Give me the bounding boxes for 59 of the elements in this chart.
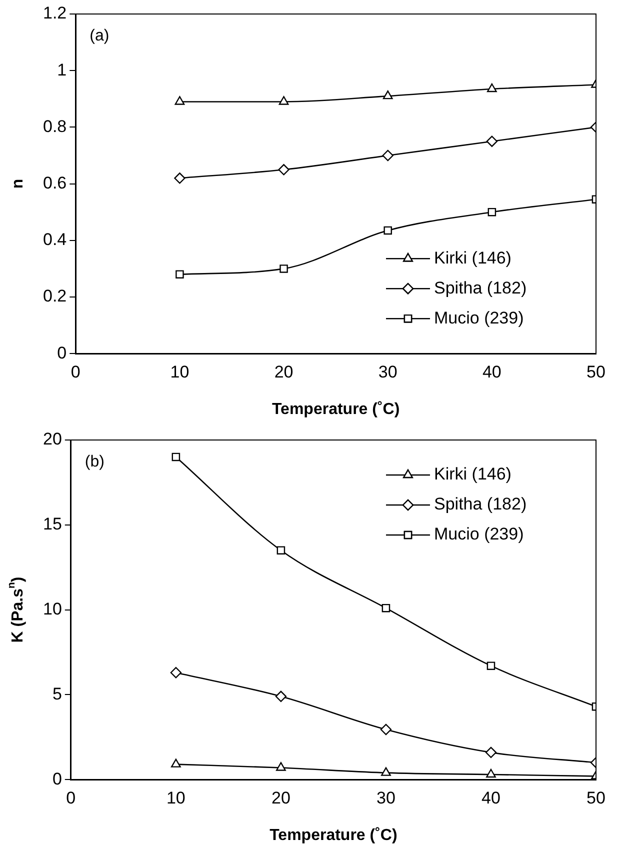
y-tick-label: 0.4: [42, 230, 67, 250]
legend-label: Mucio (239): [434, 524, 524, 544]
x-tick-label: 40: [482, 788, 500, 808]
point: [382, 90, 393, 100]
point: [275, 690, 287, 702]
legend-label: Spitha (182): [434, 278, 527, 298]
point: [174, 96, 185, 105]
x-tick-label: 30: [378, 362, 398, 382]
x-tick-label: 50: [586, 788, 606, 808]
point: [488, 208, 496, 216]
x-tick-label: 30: [376, 788, 396, 808]
legend-label: Kirki (146): [434, 464, 512, 484]
point: [170, 758, 181, 768]
point: [170, 667, 182, 678]
point: [381, 767, 391, 776]
point: [174, 172, 186, 184]
legend-label: Mucio (239): [434, 308, 524, 328]
point: [172, 452, 180, 462]
point: [176, 270, 184, 278]
x-tick-label: 0: [70, 362, 80, 382]
y-tick-label: 1: [57, 60, 67, 80]
x-tick-label: 50: [586, 362, 606, 382]
x-tick-label: 10: [166, 788, 186, 808]
annotation: (b): [84, 453, 104, 470]
point: [486, 83, 497, 92]
annotation: (a): [90, 27, 110, 44]
x-tick-label: 20: [271, 788, 290, 808]
point: [278, 96, 289, 105]
x-axis-title: Temperature (˚C): [270, 827, 398, 844]
y-tick-label: 0: [52, 769, 62, 788]
legend-label: Kirki (146): [434, 248, 512, 268]
y-axis-title: K (Pa.sn): [6, 576, 26, 643]
y-tick-label: 0: [57, 343, 67, 362]
legend-label: Spitha (182): [434, 494, 527, 514]
point: [276, 546, 286, 555]
y-tick-label: 20: [42, 430, 62, 449]
y-tick-label: 5: [52, 684, 62, 704]
x-tick-label: 20: [274, 362, 294, 382]
y-tick-label: 0.6: [42, 173, 67, 192]
y-tick-label: 0.2: [42, 286, 67, 306]
point: [486, 768, 496, 778]
point: [486, 662, 496, 670]
x-tick-label: 10: [170, 362, 190, 382]
point: [382, 604, 390, 612]
y-tick-label: 1.2: [42, 4, 67, 23]
point: [278, 164, 290, 176]
y-axis-title: n: [9, 178, 26, 189]
point: [486, 136, 498, 147]
point: [276, 762, 286, 771]
point: [280, 264, 288, 273]
point: [382, 150, 394, 162]
x-axis-title: Temperature (˚C): [272, 401, 400, 418]
point: [485, 746, 497, 758]
y-tick-label: 15: [42, 514, 62, 534]
x-tick-label: 40: [482, 362, 502, 382]
point: [384, 226, 392, 235]
y-tick-label: 10: [42, 599, 62, 618]
y-tick-label: 0.8: [42, 116, 67, 136]
point: [380, 724, 392, 736]
